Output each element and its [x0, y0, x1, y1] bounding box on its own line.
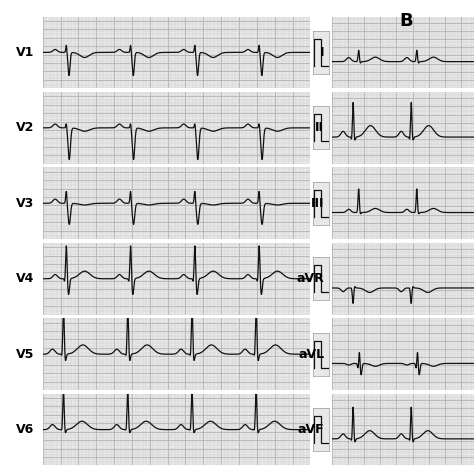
Text: V6: V6	[17, 423, 35, 436]
Text: III: III	[311, 197, 324, 210]
Text: II: II	[315, 121, 324, 134]
Text: I: I	[320, 46, 324, 59]
Text: aVL: aVL	[298, 348, 324, 361]
Text: V5: V5	[16, 348, 35, 361]
Text: B: B	[400, 12, 413, 30]
Text: V2: V2	[16, 121, 35, 134]
Text: V4: V4	[16, 272, 35, 285]
Text: aVR: aVR	[297, 272, 324, 285]
Text: V1: V1	[16, 46, 35, 59]
Text: V3: V3	[17, 197, 35, 210]
Text: aVF: aVF	[298, 423, 324, 436]
